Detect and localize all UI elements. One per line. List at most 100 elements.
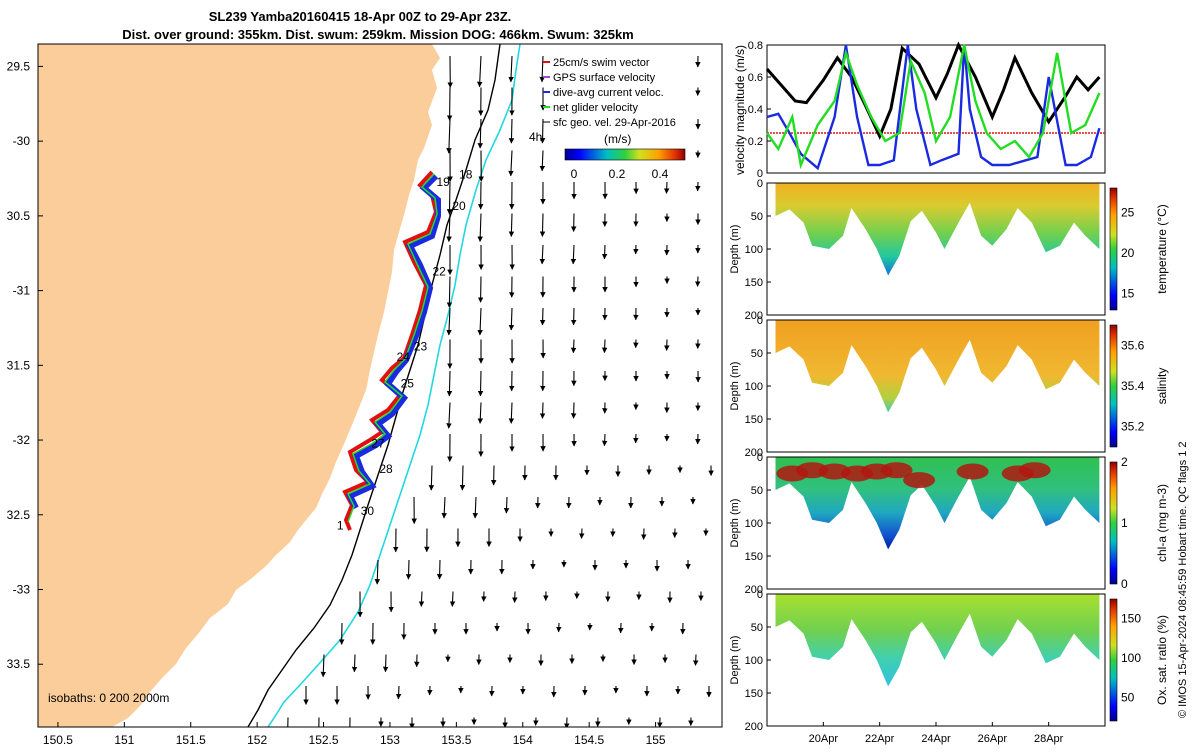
depth-tick: 0 [757,452,763,464]
depth-tick: 150 [745,551,763,563]
colorbar-label: salinity [1155,368,1169,405]
depth-tick: 50 [751,211,763,223]
legend-net: net glider velocity [553,102,638,114]
velocity-arrow [511,119,512,143]
colorbar-tick: 35.6 [1121,338,1145,352]
depth-tick: 150 [745,277,763,289]
day-label: 28 [379,462,393,476]
map-y-tick: -31 [13,284,31,298]
legend-dive: dive-avg current veloc. [553,87,664,99]
legend-sfc: sfc geo. vel. 29-Apr-2016 [553,117,676,129]
colorbar-label: chl-a (mg m-3) [1155,484,1169,562]
map-y-tick: -33 [13,583,31,597]
colorbar-tick: 25 [1121,205,1135,219]
speed-colorbar [565,149,685,160]
time-tick: 20Apr [809,733,839,745]
colorbar-title: (m/s) [604,132,631,146]
map-y-tick: -32 [13,433,31,447]
velocity-arrow [354,655,355,672]
velocity-arrow [398,686,399,699]
day-label: 22 [432,265,446,279]
day-label: 25 [401,377,415,391]
scale-label: 4h [529,130,542,144]
section-colorbar [1110,188,1117,310]
chl-maximum-patch [957,464,989,480]
map-x-tick: 153.5 [441,733,471,747]
velocity-arrow [542,214,543,237]
depth-tick: 0 [757,315,763,327]
velocity-arrow [604,245,605,259]
depth-tick: 100 [745,381,763,393]
colorbar-tick: 20 [1121,246,1135,260]
chl-maximum-patch [1019,462,1051,478]
velocity-y-tick: 0.8 [748,40,763,52]
time-tick: 26Apr [978,733,1008,745]
day-label: 27 [371,437,385,451]
velocity-arrow [480,371,481,396]
time-tick: 24Apr [921,733,951,745]
colorbar-tick-0: 0 [571,167,578,181]
velocity-y-tick: 0.2 [748,136,763,148]
depth-label: Depth (m) [729,362,741,411]
depth-tick: 50 [751,485,763,497]
map-y-tick: 29.5 [7,59,31,73]
day-label: 24 [397,350,411,364]
velocity-panel: 00.20.40.60.8 velocity magnitude (m/s) [733,40,1105,180]
map-x-tick: 153 [380,733,400,747]
depth-tick: 100 [745,244,763,256]
velocity-arrow [542,403,543,419]
title-line-2: Dist. over ground: 355km. Dist. swum: 25… [122,27,634,42]
colorbar-label: temperature (°C) [1155,204,1169,294]
velocity-arrow [408,560,409,579]
map-y-tick: 33.5 [7,657,31,671]
velocity-y-tick: 0.4 [748,104,763,116]
colorbar-tick-1: 0.2 [609,167,626,181]
time-tick: 28Apr [1034,733,1064,745]
colorbar-tick-2: 0.4 [652,167,669,181]
legend-swim: 25cm/s swim vector [553,57,650,69]
map-x-tick: 152.5 [309,733,339,747]
depth-tick: 150 [745,688,763,700]
velocity-arrow [542,119,543,143]
section-colorbar [1110,599,1117,721]
colorbar-tick: 100 [1121,651,1141,665]
velocity-arrow [604,434,605,446]
velocity-arrow [506,497,507,513]
velocity-arrow [666,182,667,193]
depth-tick: 50 [751,622,763,634]
footer-credit: © IMOS 15-Apr-2024 08:45:59 Hobart time.… [1177,441,1189,718]
velocity-ylabel: velocity magnitude (m/s) [733,45,747,175]
colorbar-tick: 35.4 [1121,379,1145,393]
colorbar-tick: 150 [1121,612,1141,626]
colorbar-tick: 15 [1121,287,1135,301]
day-label: 1 [337,519,344,533]
colorbar-tick: 1 [1121,516,1128,530]
map-y-tick: 32.5 [7,508,31,522]
depth-label: Depth (m) [729,499,741,548]
velocity-arrow [462,466,463,491]
velocity-arrow [604,340,605,353]
day-label: 18 [459,168,473,182]
colorbar-label: Ox. sat. ratio (%) [1155,615,1169,705]
depth-tick: 50 [751,348,763,360]
depth-label: Depth (m) [729,225,741,274]
map-x-tick: 155 [646,733,666,747]
velocity-arrow [421,592,422,607]
velocity-arrow [511,308,512,330]
map-x-tick: 151 [114,733,134,747]
velocity-arrow [385,655,386,672]
map-y-tick: -30 [13,134,31,148]
colorbar-tick: 2 [1121,455,1128,469]
colorbar-tick: 0 [1121,577,1128,591]
map-x-tick: 150.5 [43,733,73,747]
depth-tick: 0 [757,178,763,190]
velocity-arrow [511,214,512,237]
map-y-tick: 30.5 [7,209,31,223]
map-x-tick: 154.5 [574,733,604,747]
title-line-1: SL239 Yamba20160415 18-Apr 00Z to 29-Apr… [209,9,512,24]
map-y-tick: 31.5 [7,358,31,372]
